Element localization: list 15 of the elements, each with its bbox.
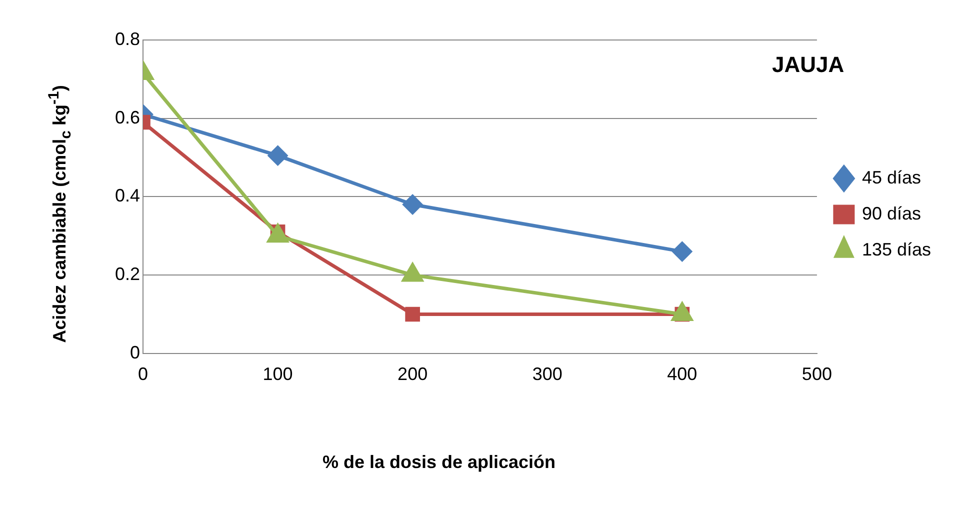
y-tick-label: 0.4	[114, 186, 140, 206]
x-tick-label: 200	[398, 364, 428, 384]
y-tick-label: 0.8	[114, 28, 140, 49]
legend-label: 90 días	[862, 203, 921, 224]
legend-label: 45 días	[862, 167, 921, 188]
x-tick-label: 400	[667, 364, 698, 384]
x-tick-label: 500	[802, 364, 832, 384]
text: JAUJA	[772, 52, 844, 78]
x-tick-label: 300	[532, 364, 562, 384]
y-tick-label: 0	[130, 342, 140, 362]
legend-label: 135 días	[862, 239, 932, 260]
y-tick-label: 0.6	[114, 107, 140, 128]
x-tick-label: 100	[262, 364, 293, 384]
x-axis-title: % de la dosis de aplicación	[321, 452, 557, 473]
y-tick-label: 0.2	[114, 264, 140, 284]
